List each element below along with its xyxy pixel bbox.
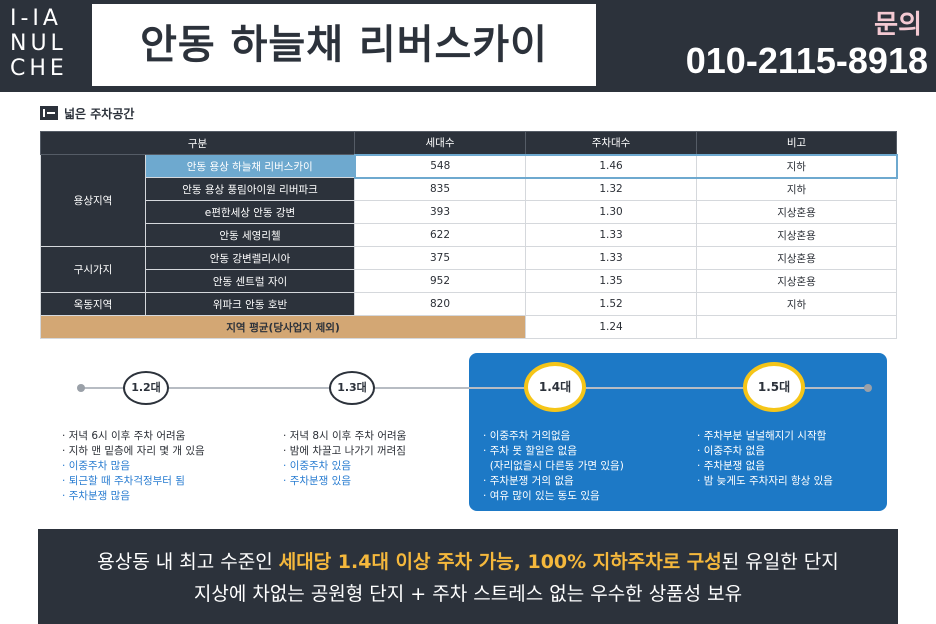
region-cell: 구시가지 — [40, 246, 146, 293]
complex-cell: 안동 용상 하늘채 리버스카이 — [144, 154, 356, 178]
households-cell: 952 — [354, 269, 527, 293]
note-cell: 지상혼용 — [696, 200, 898, 224]
summary-line-1: 용상동 내 최고 수준인 세대당 1.4대 이상 주차 가능, 100% 지하주… — [38, 547, 898, 574]
timeline-bubble-1-3: 1.3대 — [329, 371, 375, 405]
summary-prefix: 용상동 내 최고 수준인 — [97, 551, 279, 573]
households-cell: 393 — [354, 200, 527, 224]
complex-cell: 안동 세영리첼 — [144, 223, 356, 247]
parking-cell: 1.52 — [525, 292, 698, 316]
summary-accent: 세대당 1.4대 이상 주차 가능, 100% 지하주차로 구성 — [278, 551, 722, 573]
section-heading: 넓은 주차공간 — [40, 104, 134, 122]
list-item: · 주차분쟁 있음 — [283, 475, 351, 487]
section-title: 넓은 주차공간 — [64, 106, 135, 121]
list-item: · 주차 못 할일은 없음 — [483, 445, 577, 457]
table-row: 옥동지역 위파크 안동 호반 820 1.52 지하 — [40, 292, 898, 316]
summary-suffix: 된 유일한 단지 — [721, 551, 839, 573]
households-cell: 548 — [353, 153, 527, 179]
list-item: (자리없을시 다른동 가면 있음) — [489, 460, 624, 472]
parking-cell: 1.35 — [525, 269, 698, 293]
households-cell: 835 — [354, 177, 527, 201]
list-item: · 여유 많이 있는 동도 있음 — [483, 490, 600, 502]
logo-line: CHE — [10, 56, 68, 81]
average-row: 지역 평균(당사업지 제외) 1.24 — [39, 315, 898, 339]
header-banner: I-IA NUL CHE 안동 하늘채 리버스카이 문의 010-2115-89… — [0, 0, 936, 92]
logo-line: I-IA — [10, 6, 62, 31]
complex-cell: 안동 용상 풍림아이원 리버파크 — [144, 177, 356, 201]
average-parking: 1.24 — [525, 315, 698, 339]
bullet-list-1-4: · 이중주차 거의없음 · 주차 못 할일은 없음 (자리없을시 다른동 가면 … — [483, 429, 624, 504]
parking-cell: 1.46 — [525, 153, 698, 179]
timeline-bubble-1-5: 1.5대 — [743, 362, 805, 412]
average-label: 지역 평균(당사업지 제외) — [39, 315, 527, 339]
note-cell: 지상혼용 — [696, 246, 898, 270]
list-item: · 밤에 차끌고 나가기 꺼려짐 — [283, 445, 406, 457]
bullet-list-1-2: · 저녁 6시 이후 주차 어려움 · 지하 맨 밑층에 자리 몇 개 있음 ·… — [62, 429, 205, 504]
list-item: · 이중주차 있음 — [283, 460, 351, 472]
header-category: 구분 — [39, 131, 356, 155]
list-item: · 저녁 6시 이후 주차 어려움 — [62, 430, 186, 442]
list-item: · 주차분쟁 없음 — [697, 460, 765, 472]
table-row: e편한세상 안동 강변 393 1.30 지상혼용 — [41, 200, 898, 224]
note-cell: 지하 — [696, 153, 898, 179]
timeline-bubble-1-4: 1.4대 — [524, 362, 586, 412]
logo-line: NUL — [10, 31, 67, 56]
households-cell: 375 — [354, 246, 527, 270]
note-cell: 지상혼용 — [696, 269, 898, 293]
header-households: 세대수 — [354, 131, 527, 155]
parking-cell: 1.32 — [525, 177, 698, 201]
bullet-list-1-3: · 저녁 8시 이후 주차 어려움 · 밤에 차끌고 나가기 꺼려짐 · 이중주… — [283, 429, 406, 489]
list-item: · 지하 맨 밑층에 자리 몇 개 있음 — [62, 445, 205, 457]
list-item: · 주차부분 널널해지기 시작함 — [697, 430, 827, 442]
table-row: 안동 센트럴 자이 952 1.35 지상혼용 — [41, 269, 898, 293]
header-note: 비고 — [696, 131, 898, 155]
timeline-line — [81, 387, 869, 389]
inquiry-label: 문의 — [874, 10, 922, 40]
list-item: · 이중주차 없음 — [697, 445, 765, 457]
table-row: 안동 용상 풍림아이원 리버파크 835 1.32 지하 — [41, 177, 898, 201]
page-title: 안동 하늘채 리버스카이 — [140, 22, 548, 68]
brand-logo: I-IA NUL CHE — [10, 6, 86, 86]
note-cell: 지하 — [696, 292, 898, 316]
parking-comparison-table: 구분 세대수 주차대수 비고 용상지역 안동 용상 하늘채 리버스카이 548 … — [39, 131, 898, 339]
list-item: · 저녁 8시 이후 주차 어려움 — [283, 430, 407, 442]
table-row: 안동 세영리첼 622 1.33 지상혼용 — [41, 223, 898, 247]
complex-cell: 위파크 안동 호반 — [144, 292, 356, 316]
bullet-list-1-5: · 주차부분 널널해지기 시작함 · 이중주차 없음 · 주차분쟁 없음 · 밤… — [697, 429, 833, 489]
complex-cell: e편한세상 안동 강변 — [144, 200, 356, 224]
parking-cell: 1.30 — [525, 200, 698, 224]
table-row: 구시가지 안동 강변렐리시아 375 1.33 지상혼용 — [40, 246, 898, 293]
phone-number[interactable]: 010-2115-8918 — [685, 40, 928, 81]
region-cell: 옥동지역 — [40, 292, 146, 316]
summary-footer: 용상동 내 최고 수준인 세대당 1.4대 이상 주차 가능, 100% 지하주… — [38, 529, 898, 624]
parking-cell: 1.33 — [525, 246, 698, 270]
list-item: · 이중주차 거의없음 — [483, 430, 571, 442]
list-item: · 퇴근할 때 주차걱정부터 됨 — [62, 475, 185, 487]
list-item: · 주차분쟁 거의 없음 — [483, 475, 574, 487]
timeline-bubble-1-2: 1.2대 — [123, 371, 169, 405]
average-note — [696, 315, 898, 339]
list-item: · 이중주차 많음 — [62, 460, 130, 472]
list-item: · 밤 늦게도 주차자리 항상 있음 — [697, 475, 833, 487]
complex-cell: 안동 강변렐리시아 — [144, 246, 356, 270]
region-cell: 용상지역 — [40, 154, 146, 247]
complex-cell: 안동 센트럴 자이 — [144, 269, 356, 293]
households-cell: 622 — [354, 223, 527, 247]
households-cell: 820 — [354, 292, 527, 316]
title-box: 안동 하늘채 리버스카이 — [92, 4, 596, 86]
note-cell: 지상혼용 — [696, 223, 898, 247]
table-row: 용상지역 안동 용상 하늘채 리버스카이 548 1.46 지하 — [40, 153, 898, 247]
note-cell: 지하 — [696, 177, 898, 201]
list-item: · 주차분쟁 많음 — [62, 490, 130, 502]
parking-cell: 1.33 — [525, 223, 698, 247]
section-marker-icon — [40, 106, 58, 120]
timeline-start-dot — [77, 384, 85, 392]
table-header-row: 구분 세대수 주차대수 비고 — [39, 131, 898, 155]
timeline-end-dot — [864, 384, 872, 392]
header-parking: 주차대수 — [525, 131, 698, 155]
summary-line-2: 지상에 차없는 공원형 단지 + 주차 스트레스 없는 우수한 상품성 보유 — [193, 583, 743, 605]
